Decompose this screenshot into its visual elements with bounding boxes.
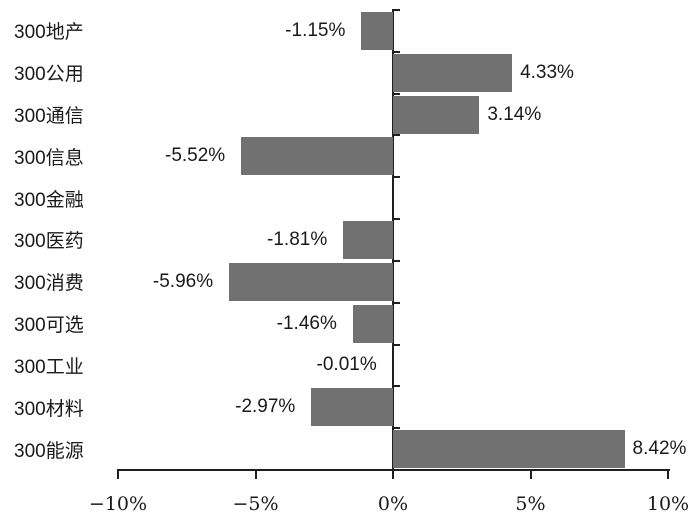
x-axis-tick	[254, 470, 257, 479]
bar	[229, 262, 393, 301]
value-label: -1.81%	[267, 228, 328, 250]
category-axis-tick	[393, 50, 400, 53]
category-label: 300金融	[14, 189, 84, 211]
category-label: 300材料	[14, 398, 84, 420]
category-axis-tick	[393, 134, 400, 137]
category-label: 300工业	[14, 356, 84, 378]
x-axis-tick-label: 5%	[515, 493, 546, 515]
category-axis-tick	[393, 259, 400, 262]
x-axis-tick	[392, 470, 394, 479]
x-axis-tick	[529, 470, 532, 479]
category-label: 300可选	[14, 315, 84, 337]
x-axis-tick-label: 0%	[377, 493, 409, 515]
bar	[393, 95, 480, 134]
category-axis-tick	[393, 92, 400, 95]
x-axis-tick-label: −5%	[232, 493, 279, 515]
x-axis-tick	[117, 470, 119, 479]
value-label: 3.14%	[487, 103, 542, 125]
category-axis-tick	[393, 385, 400, 388]
bar	[241, 137, 393, 176]
category-axis-tick	[393, 9, 400, 11]
value-label: -0.01%	[316, 354, 377, 376]
zero-axis-line	[392, 9, 394, 470]
category-axis-tick	[393, 176, 400, 179]
value-label: 4.33%	[520, 61, 574, 83]
category-label: 300信息	[14, 147, 84, 169]
x-axis-tick-label: 10%	[646, 493, 690, 515]
value-label: -1.46%	[276, 312, 337, 334]
value-label: -2.97%	[235, 396, 296, 418]
bar	[361, 11, 393, 50]
value-label: -1.15%	[285, 19, 346, 41]
bar	[393, 53, 513, 92]
bar	[393, 430, 625, 469]
x-axis-tick	[667, 470, 669, 479]
bar	[311, 388, 393, 427]
category-label: 300公用	[14, 64, 84, 86]
category-label: 300能源	[14, 440, 84, 462]
category-axis-tick	[393, 218, 400, 221]
value-label: -5.96%	[152, 270, 214, 292]
bar	[352, 304, 393, 343]
category-label: 300消费	[14, 273, 84, 295]
bar	[343, 221, 393, 259]
value-label: -5.52%	[165, 145, 226, 167]
category-axis-tick	[393, 301, 400, 304]
x-axis-tick-label: −10%	[88, 493, 148, 515]
category-label: 300地产	[14, 22, 84, 44]
value-label: 8.42%	[632, 438, 687, 460]
category-axis-tick	[393, 343, 400, 346]
category-axis-tick	[393, 427, 400, 430]
category-label: 300医药	[14, 231, 84, 253]
category-label: 300通信	[14, 106, 84, 128]
